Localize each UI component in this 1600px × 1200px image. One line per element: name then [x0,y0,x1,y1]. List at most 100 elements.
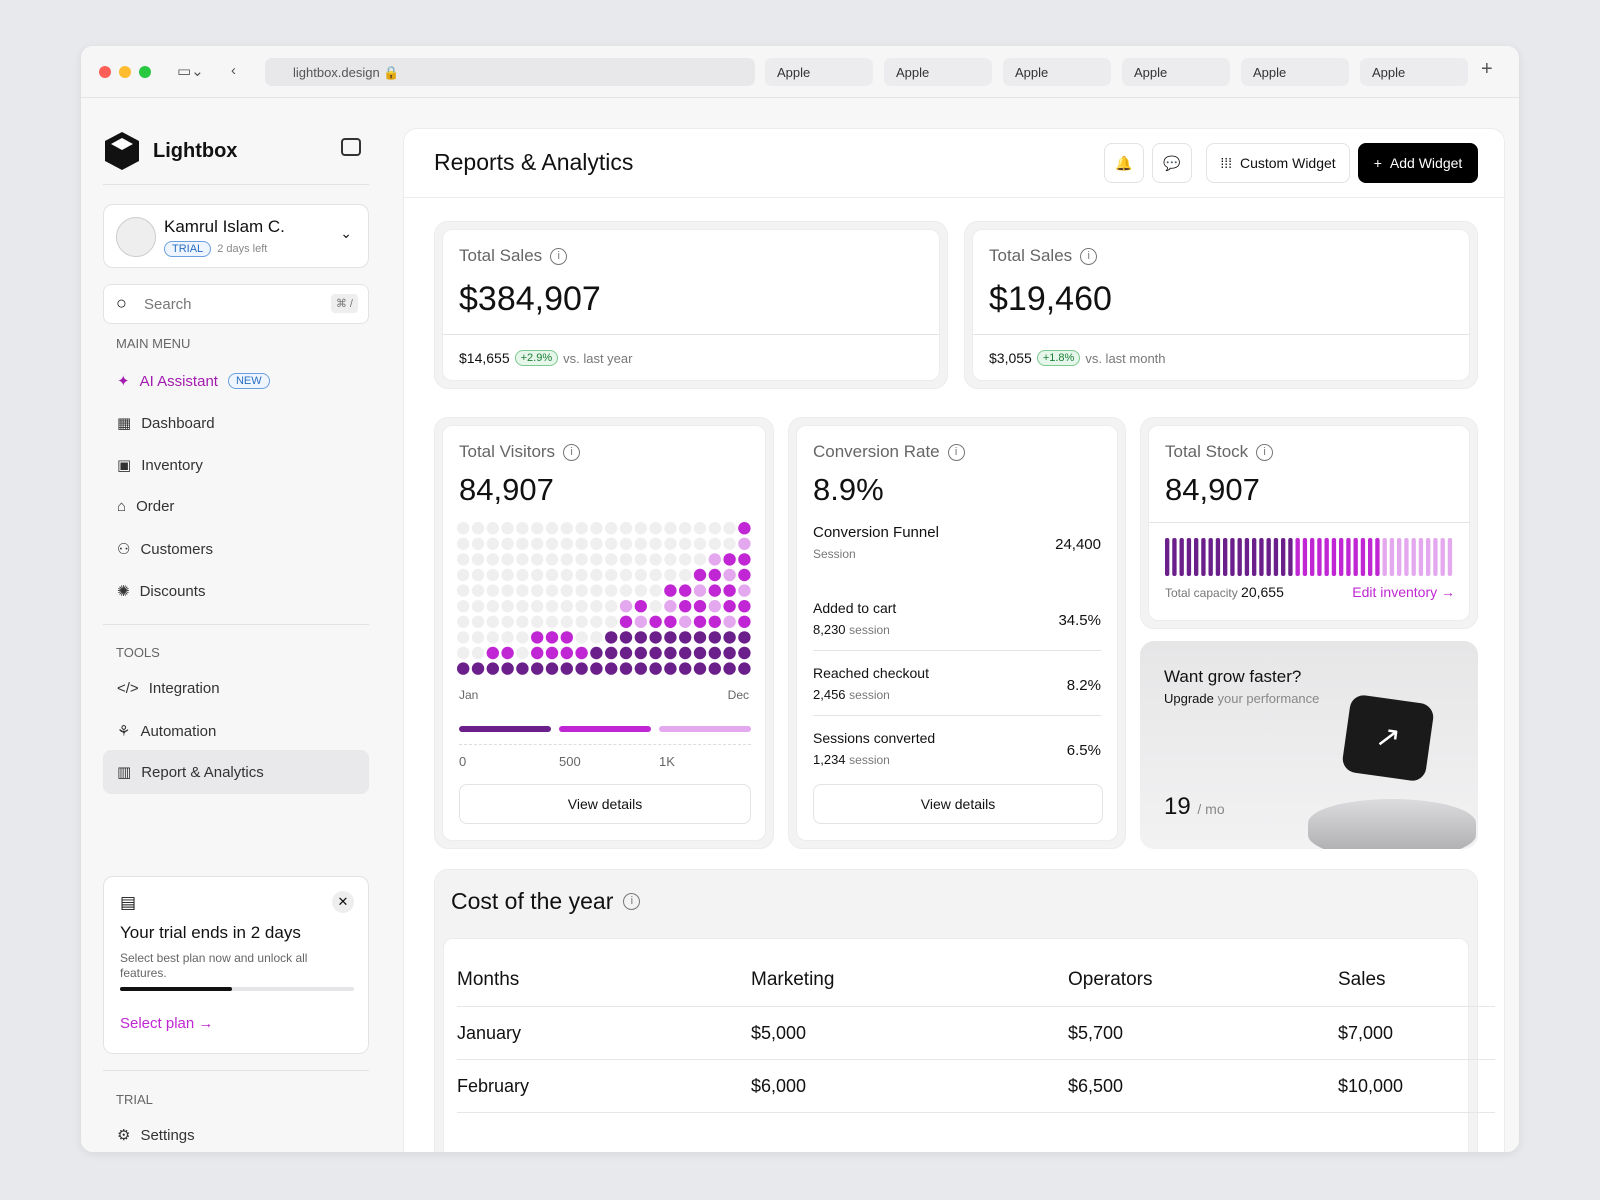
visitor-dot [560,615,573,628]
sidebar-item-ai-assistant[interactable]: ✦ AI Assistant NEW [117,372,270,390]
visitor-dot [560,646,573,660]
visitor-dot [649,662,662,675]
browser-tab[interactable]: Apple [1360,58,1468,86]
stock-bar [1273,538,1279,576]
sidebar-item-customers[interactable]: ⚇ Customers [117,540,213,559]
funnel-row-count: 1,234 [813,752,846,767]
visitor-dot [649,615,662,628]
browser-tab[interactable]: Apple [1003,58,1111,86]
table-cell: $5,700 [1068,1022,1124,1043]
visitor-dot [679,631,692,644]
chevron-down-icon[interactable]: ⌄ [340,225,352,241]
custom-widget-button[interactable]: ⁞⁞⁞ Custom Widget [1206,143,1350,183]
sidebar-item-settings[interactable]: ⚙ Settings [117,1126,195,1145]
visitor-dot [560,631,573,644]
search-input[interactable]: ○ Search ⌘ / [103,284,369,324]
browser-tab[interactable]: Apple [765,58,873,86]
notifications-button[interactable]: 🔔 [1104,143,1144,183]
stock-bar [1368,538,1373,576]
column-header[interactable]: Marketing [751,969,835,990]
close-window-button[interactable] [99,66,111,78]
sidebar-item-inventory[interactable]: ▣ Inventory [117,456,203,475]
visitor-dot [664,537,677,550]
edit-inventory-link[interactable]: Edit inventory → [1352,584,1455,600]
sidebar-item-order[interactable]: ⌂ Order [117,498,174,515]
funnel-header: Conversion Funnel Session 24,400 [813,524,1101,561]
sidebar-item-discounts[interactable]: ✺ Discounts [117,582,205,601]
visitor-dot [457,631,470,644]
stock-bar [1230,538,1235,576]
sidebar-item-integration[interactable]: </> Integration [117,680,220,697]
stock-bar [1447,538,1453,576]
view-details-button[interactable]: View details [813,784,1103,824]
trial-text: Select best plan now and unlock all feat… [120,951,308,980]
pedestal-graphic [1308,799,1476,849]
column-header[interactable]: Sales [1338,969,1386,990]
visitor-dot [619,568,633,582]
info-icon[interactable]: i [550,247,568,265]
close-icon[interactable]: ✕ [332,891,354,913]
browser-tab[interactable]: Apple [1122,58,1230,86]
address-bar[interactable]: lightbox.design 🔒 [265,58,755,86]
visitor-dot [619,537,633,550]
new-tab-plus-icon[interactable]: + [1481,58,1493,80]
delta-badge: +2.9% [514,350,559,366]
sidebar-toggle-icon[interactable]: ▭⌄ [177,63,204,80]
capacity-value: 20,655 [1241,584,1284,600]
visitor-dot [723,568,736,582]
delta-text: vs. last year [563,350,633,366]
stock-bar [1426,538,1431,576]
card-label: Total Stock [1165,442,1249,461]
content-panel: Reports & Analytics 🔔 💬 ⁞⁞⁞ Custom Widget… [403,128,1506,1152]
sidebar-item-report-analytics[interactable]: ▥ Report & Analytics [103,750,369,794]
column-header[interactable]: Operators [1068,969,1153,990]
stock-bar [1295,538,1300,576]
visitor-dot [708,522,721,535]
total-sales-card: Total Sales i $384,907 $14,655 +2.9% vs. la… [434,221,948,389]
visitor-dot [471,522,485,535]
view-details-button[interactable]: View details [459,784,751,824]
info-icon[interactable]: i [623,893,641,910]
visitor-dot [664,615,677,628]
visitor-dot [664,662,677,675]
bag-icon: ⌂ [117,498,127,515]
stock-bar [1194,538,1199,576]
browser-tab[interactable]: Apple [884,58,992,86]
visitor-dot [457,584,470,597]
visitor-dot [575,631,588,644]
select-plan-link[interactable]: Select plan → [120,1015,213,1032]
main-menu-heading: MAIN MENU [116,336,191,351]
maximize-window-button[interactable] [139,66,151,78]
info-icon[interactable]: i [563,443,581,461]
visitor-dot [693,522,707,535]
stock-capacity-bars [1165,538,1453,576]
column-header[interactable]: Months [457,969,520,990]
table-row[interactable]: January $5,000 $5,700 $7,000 [457,1007,1495,1060]
upgrade-promo-card[interactable]: Want grow faster? Upgrade your performan… [1140,641,1478,849]
browser-tab[interactable]: Apple [1241,58,1349,86]
visitor-dot [575,553,588,566]
user-switcher[interactable]: Kamrul Islam C. TRIAL 2 days left ⌄ [103,204,369,268]
messages-button[interactable]: 💬 [1152,143,1192,183]
chat-icon: 💬 [1163,154,1181,171]
add-widget-button[interactable]: + Add Widget [1358,143,1478,183]
stock-bar [1259,538,1264,576]
visitor-dot [457,553,470,566]
info-icon[interactable]: i [1080,247,1098,265]
back-arrow-icon[interactable]: ‹ [231,62,236,79]
minimize-window-button[interactable] [119,66,131,78]
scale-label: 0 [459,754,467,769]
sidebar-item-dashboard[interactable]: ▦ Dashboard [117,414,215,433]
info-icon[interactable]: i [947,443,965,461]
tab-label: Apple [896,65,930,80]
brand-logo[interactable]: Lightbox [103,130,237,172]
collapse-sidebar-icon[interactable] [341,138,361,156]
arrow-right-icon: → [198,1015,214,1032]
stock-bar [1302,538,1308,576]
visitor-dot [457,615,470,628]
info-icon[interactable]: i [1256,443,1274,461]
sidebar-item-automation[interactable]: ⚘ Automation [117,722,216,741]
select-plan-label: Select plan [120,1015,195,1032]
table-row[interactable]: February $6,000 $6,500 $10,000 [457,1060,1495,1113]
code-icon: </> [117,680,139,697]
